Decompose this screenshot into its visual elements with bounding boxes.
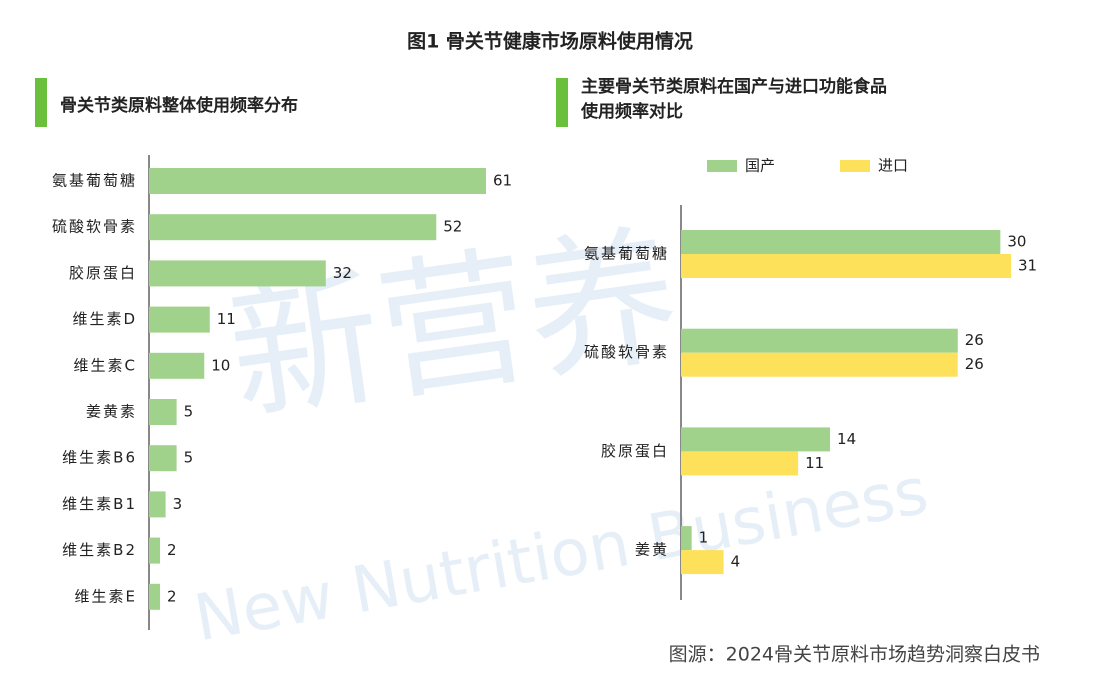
value-label: 32 (333, 264, 352, 282)
category-label: 硫酸软骨素 (52, 218, 137, 236)
legend-swatch (707, 160, 737, 172)
subchart-title: 主要骨关节类原料在国产与进口功能食品 (581, 76, 887, 97)
bar (681, 230, 1001, 254)
category-label: 氨基葡萄糖 (584, 245, 669, 263)
legend-swatch (840, 160, 870, 172)
value-label: 5 (184, 449, 194, 467)
bar (681, 254, 1011, 278)
title-accent (556, 78, 568, 127)
bar (681, 526, 692, 551)
category-label: 维生素C (74, 356, 137, 374)
category-label: 维生素B1 (62, 495, 137, 513)
legend-label: 进口 (878, 157, 908, 175)
bar (681, 427, 831, 452)
bar (149, 168, 486, 194)
value-label: 31 (1018, 257, 1037, 275)
bar (149, 352, 205, 379)
legend-label: 国产 (745, 157, 775, 175)
value-label: 5 (184, 403, 194, 421)
category-label: 维生素D (72, 310, 137, 328)
value-label: 61 (493, 172, 512, 190)
value-label: 2 (167, 541, 177, 559)
subchart-title: 骨关节类原料整体使用频率分布 (60, 95, 298, 116)
category-label: 姜黄素 (86, 403, 137, 421)
category-label: 姜黄 (635, 541, 669, 559)
bar (681, 451, 799, 476)
bar (149, 491, 166, 518)
page-title: 图1 骨关节健康市场原料使用情况 (407, 30, 693, 53)
category-label: 维生素E (75, 587, 137, 605)
value-label: 52 (443, 218, 462, 236)
bar (149, 537, 161, 564)
value-label: 1 (699, 529, 709, 547)
value-label: 10 (211, 356, 230, 374)
value-label: 14 (837, 430, 856, 448)
value-label: 26 (965, 355, 984, 373)
value-label: 2 (167, 587, 177, 605)
category-label: 维生素B6 (62, 449, 137, 467)
bar (681, 352, 958, 377)
bar (149, 260, 326, 287)
bar (149, 583, 161, 610)
value-label: 11 (805, 454, 824, 472)
value-label: 30 (1007, 233, 1026, 251)
title-accent (35, 78, 47, 127)
category-label: 维生素B2 (62, 541, 137, 559)
bar (149, 399, 177, 425)
watermark: New Nutrition Business (189, 455, 933, 657)
bar (681, 328, 958, 353)
category-label: 氨基葡萄糖 (52, 172, 137, 190)
value-label: 4 (731, 553, 741, 571)
value-label: 26 (965, 331, 984, 349)
bar (149, 306, 210, 333)
bar (149, 445, 177, 472)
value-label: 3 (173, 495, 183, 513)
value-label: 11 (217, 310, 236, 328)
subchart-title: 使用频率对比 (580, 101, 683, 122)
category-label: 硫酸软骨素 (584, 343, 669, 361)
source: 图源：2024骨关节原料市场趋势洞察白皮书 (669, 644, 1040, 666)
bar (149, 214, 437, 241)
bar (681, 550, 724, 575)
category-label: 胶原蛋白 (601, 442, 669, 460)
category-label: 胶原蛋白 (69, 264, 137, 282)
